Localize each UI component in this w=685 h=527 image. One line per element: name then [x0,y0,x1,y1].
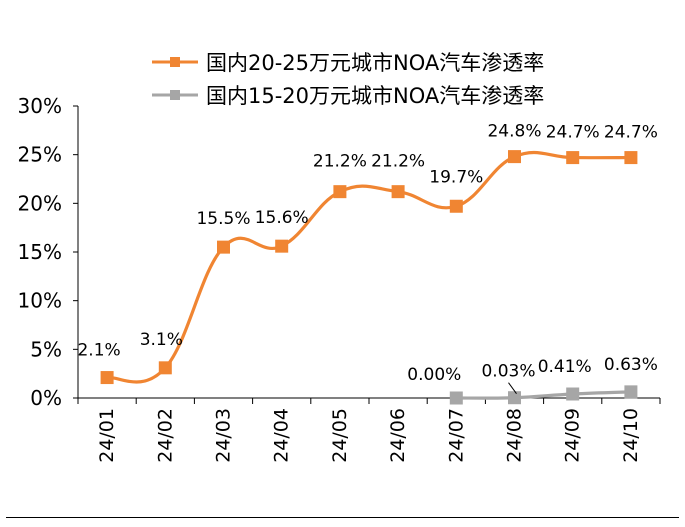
x-tick-label: 24/02 [154,408,176,463]
data-label-s1: 21.2% [313,152,367,172]
data-label-s1: 15.5% [196,209,250,229]
legend-label-1: 国内20-25万元城市NOA汽车渗透率 [206,51,544,75]
x-tick-label: 24/08 [504,408,526,463]
legend-marker-2 [170,90,180,100]
data-point-s1 [508,150,521,164]
data-label-s2: 0.63% [604,355,658,375]
x-tick-label: 24/01 [96,408,118,463]
data-label-s1: 15.6% [255,208,309,228]
data-point-s1 [333,185,347,199]
x-tick-label: 24/07 [445,408,467,463]
data-label-s2: 0.00% [407,365,461,385]
y-tick-label: 5% [30,337,62,361]
data-label-s1: 24.8% [487,122,541,142]
series-line-1 [106,150,631,384]
data-label-s2: 0.41% [538,357,592,377]
data-label-s1: 21.2% [371,152,425,172]
y-tick-label: 15% [18,240,62,264]
y-tick-label: 0% [30,386,62,410]
legend-label-2: 国内15-20万元城市NOA汽车渗透率 [206,84,544,108]
data-point-s2 [624,385,638,399]
x-tick-label: 24/10 [620,408,642,463]
data-point-s2 [566,387,580,401]
y-tick-label: 25% [18,143,62,167]
x-tick-label: 24/06 [387,408,409,463]
x-tick-label: 24/09 [562,408,584,463]
data-point-s2 [449,391,463,405]
data-point-s1 [566,151,580,165]
data-point-s1 [624,151,638,165]
x-tick-label: 24/05 [329,408,351,463]
legend-marker-1 [170,57,180,67]
data-label-s2: 0.03% [481,362,535,382]
data-point-s1 [391,185,405,199]
x-tick-label: 24/03 [213,408,235,463]
y-tick-label: 10% [18,289,62,313]
data-label-s1: 2.1% [77,341,120,361]
x-tick-label: 24/04 [271,408,293,463]
data-point-s1 [158,361,172,375]
data-label-s1: 24.7% [546,123,600,143]
data-point-s1 [217,240,230,254]
data-point-s2 [508,391,521,405]
label-leader-line [508,382,517,395]
data-label-s1: 3.1% [140,330,183,350]
y-tick-label: 30% [18,94,62,118]
data-label-s1: 19.7% [429,167,483,187]
bottom-divider [6,517,679,518]
y-tick-label: 20% [18,191,62,215]
data-point-s1 [275,239,289,253]
series-line-2 [456,390,631,400]
data-point-s1 [449,199,463,213]
data-label-s1: 24.7% [604,123,658,143]
data-point-s1 [100,371,114,385]
